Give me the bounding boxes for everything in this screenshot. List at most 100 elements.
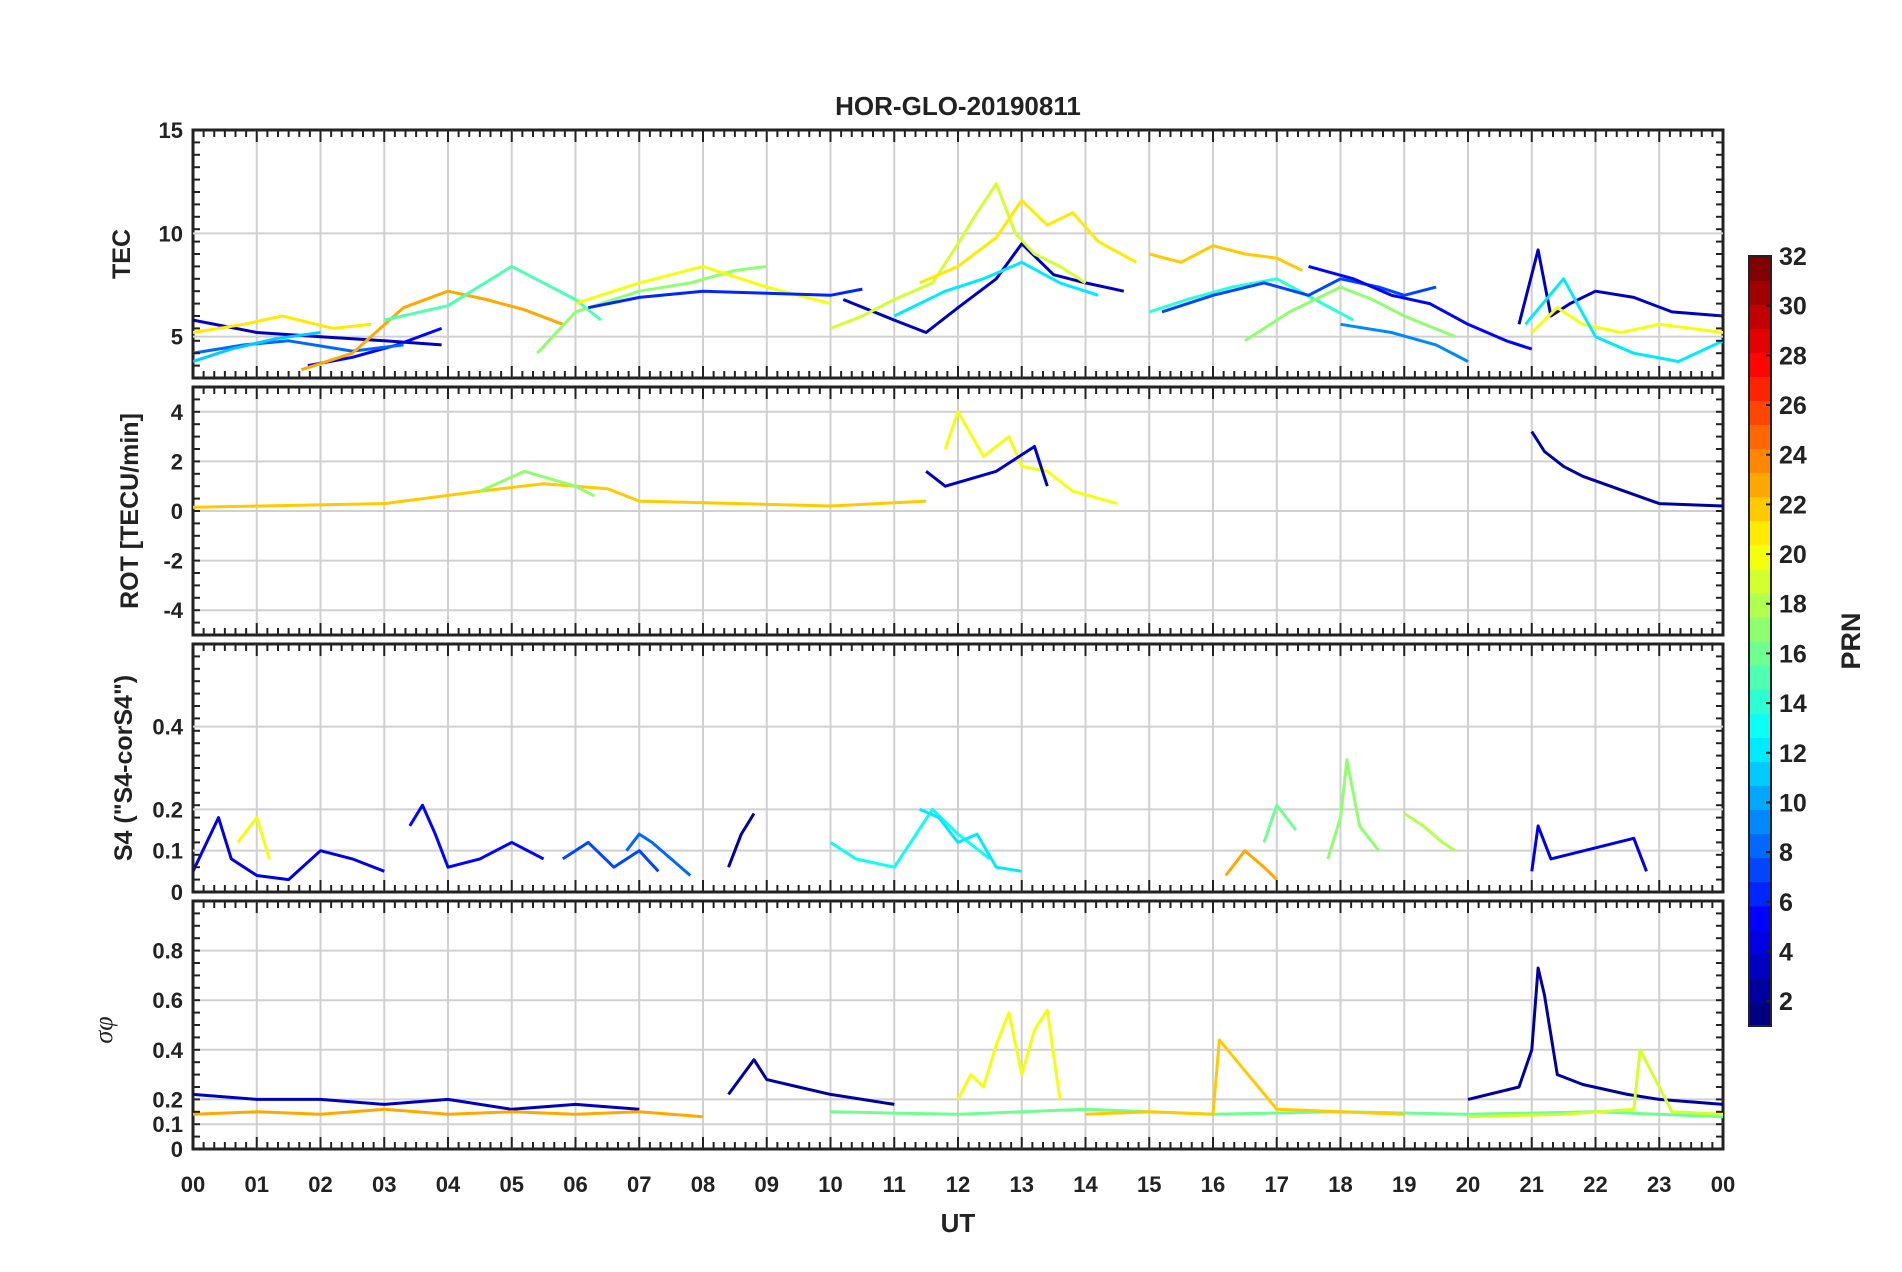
- rot-panel-grid: [193, 387, 1723, 635]
- y-tick-label: 5: [171, 325, 183, 350]
- x-tick-label: 22: [1583, 1172, 1607, 1197]
- colorbar-swatch: [1749, 520, 1771, 546]
- y-tick-label: 0.8: [152, 939, 183, 964]
- series-line-prn-22: [1148, 244, 1303, 272]
- x-tick-label: 09: [755, 1172, 779, 1197]
- colorbar-frame: [1748, 255, 1772, 1027]
- colorbar-swatch: [1749, 881, 1771, 907]
- x-tick-label: 13: [1010, 1172, 1034, 1197]
- x-tick-label: 15: [1137, 1172, 1161, 1197]
- series-line-prn-18: [1403, 812, 1457, 852]
- colorbar-swatch: [1749, 689, 1771, 714]
- y-tick-label: 2: [171, 449, 183, 474]
- series-line-prn-17: [1326, 758, 1380, 860]
- s4-panel-y-ticks: 0 0.1 0.2 0.4: [152, 643, 1724, 905]
- colorbar-swatch: [1749, 929, 1771, 955]
- tec-panel-grid: [193, 130, 1723, 378]
- colorbar-swatch: [1749, 352, 1771, 377]
- x-tick-label: 01: [245, 1172, 269, 1197]
- colorbar-swatch: [1749, 256, 1771, 281]
- colorbar-swatch: [1749, 977, 1771, 1003]
- series-line-prn-7: [561, 840, 660, 873]
- colorbar-swatch: [1749, 280, 1771, 305]
- x-tick-label: 00: [1711, 1172, 1735, 1197]
- series-line-prn-12: [919, 807, 1023, 873]
- y-tick-label: 15: [159, 118, 183, 143]
- y-tick-label: 0: [171, 880, 183, 905]
- colorbar-tick-label: 24: [1779, 442, 1807, 470]
- x-tick-label: 11: [883, 1172, 906, 1197]
- colorbar-swatch: [1749, 616, 1771, 642]
- tec-panel: 5 10 15 TEC: [108, 118, 1725, 380]
- series-line-prn-4: [1530, 824, 1648, 872]
- colorbar-tick-label: 20: [1779, 541, 1807, 569]
- colorbar-tick-label: 28: [1779, 342, 1807, 370]
- colorbar-swatch: [1749, 328, 1771, 353]
- series-line-prn-20: [956, 1008, 1062, 1101]
- colorbar-swatch: [1749, 737, 1771, 762]
- y-tick-label: 0.4: [152, 1038, 183, 1063]
- colorbar-swatch: [1749, 857, 1771, 883]
- colorbar-swatch: [1749, 833, 1771, 859]
- colorbar-swatch: [1749, 304, 1771, 329]
- series-line-prn-23: [300, 289, 564, 372]
- colorbar-tick-label: 2: [1779, 988, 1793, 1016]
- x-tick-label: 08: [691, 1172, 715, 1197]
- series-line-prn-5: [1308, 264, 1533, 351]
- x-tick-label: 18: [1328, 1172, 1352, 1197]
- x-tick-label: 21: [1520, 1172, 1544, 1197]
- colorbar-swatch: [1749, 376, 1771, 401]
- colorbar-tick-label: 16: [1779, 640, 1807, 668]
- colorbar-tick-label: 30: [1779, 293, 1807, 321]
- series-line-prn-2: [1467, 966, 1723, 1106]
- series-line-prn-20: [236, 816, 271, 860]
- y-tick-label: 0.1: [152, 1112, 183, 1137]
- series-line-prn-16: [1262, 803, 1298, 843]
- series-line-prn-5: [408, 803, 545, 869]
- x-tick-label: 00: [181, 1172, 205, 1197]
- y-tick-label: 10: [159, 221, 183, 246]
- x-tick-label: 16: [1201, 1172, 1225, 1197]
- series-line-prn-3: [193, 1092, 640, 1111]
- series-line-prn-2: [727, 1058, 895, 1106]
- x-axis-label: UT: [941, 1208, 976, 1238]
- tec-panel-y-ticks: 5 10 15: [159, 118, 1724, 379]
- x-axis-ticks: 00 01 02 03 04 05 06 07 08 09 10 11 12 13 14 15 16 17 18 19…: [181, 1172, 1735, 1197]
- x-tick-label: 05: [500, 1172, 524, 1197]
- sigma-phi-panel-y-ticks: 00.10.2 0.4 0.6 0.8: [152, 900, 1724, 1162]
- chart-title: HOR-GLO-20190811: [835, 91, 1081, 121]
- series-line-prn-17: [1244, 285, 1456, 343]
- colorbar-swatch: [1749, 953, 1771, 979]
- x-tick-label: 17: [1265, 1172, 1289, 1197]
- rot-panel: 4 2 0 -2 -4 ROT [TECU/min]: [116, 385, 1725, 637]
- series-line-prn-8: [625, 832, 692, 877]
- colorbar-tick-label: 10: [1779, 789, 1807, 817]
- series-line-prn-13: [829, 807, 991, 869]
- s4-panel-plot: [193, 758, 1648, 882]
- colorbar-swatch: [1749, 472, 1771, 498]
- colorbar-swatch: [1749, 809, 1771, 835]
- series-line-prn-17: [479, 469, 596, 498]
- s4-panel: 0 0.1 0.2 0.4 S4 ("S4-corS4"): [110, 642, 1725, 905]
- x-tick-label: 20: [1456, 1172, 1480, 1197]
- colorbar-swatch: [1749, 400, 1771, 426]
- series-line-prn-23: [193, 1107, 704, 1119]
- x-tick-label: 06: [563, 1172, 587, 1197]
- y-tick-label: -4: [163, 598, 183, 623]
- y-tick-label: 0.6: [152, 988, 183, 1013]
- series-line-prn-20: [943, 410, 1118, 506]
- colorbar-tick-label: 22: [1779, 491, 1807, 519]
- series-line-prn-17: [536, 264, 767, 355]
- y-tick-label: 0: [171, 1137, 183, 1162]
- rot-panel-plot: [193, 410, 1723, 509]
- colorbar-tick-label: 12: [1779, 740, 1807, 768]
- sigma-phi-panel-plot: [193, 966, 1723, 1119]
- series-line-prn-2: [727, 812, 756, 868]
- y-tick-label: -2: [163, 549, 183, 574]
- colorbar-tick-label: 26: [1779, 392, 1807, 420]
- rot-panel-y-ticks: 4 2 0 -2 -4: [163, 386, 1724, 636]
- colorbar-swatch: [1749, 424, 1771, 450]
